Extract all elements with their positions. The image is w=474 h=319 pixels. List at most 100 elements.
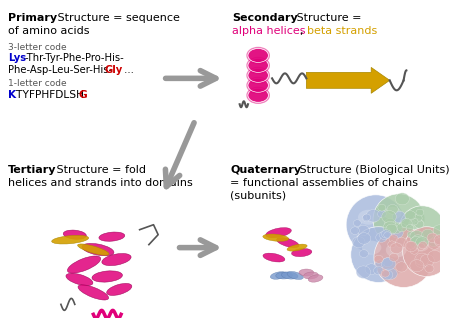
Text: ,: , [301, 26, 307, 36]
Ellipse shape [389, 235, 398, 242]
Ellipse shape [366, 210, 381, 222]
Ellipse shape [415, 253, 429, 265]
Text: Phe-Asp-Leu-Ser-His-: Phe-Asp-Leu-Ser-His- [8, 65, 112, 75]
Ellipse shape [362, 214, 371, 222]
Ellipse shape [401, 219, 412, 228]
Ellipse shape [406, 225, 414, 231]
Ellipse shape [263, 234, 289, 241]
Text: Gly: Gly [105, 65, 123, 75]
Ellipse shape [428, 239, 440, 249]
Ellipse shape [357, 233, 371, 244]
Ellipse shape [303, 272, 319, 279]
Ellipse shape [392, 211, 406, 223]
Ellipse shape [248, 68, 268, 82]
Ellipse shape [399, 206, 445, 254]
Ellipse shape [390, 243, 403, 254]
Ellipse shape [287, 244, 307, 251]
Text: Tertiary: Tertiary [8, 165, 56, 175]
Ellipse shape [282, 272, 298, 279]
Ellipse shape [378, 204, 386, 211]
Ellipse shape [387, 204, 398, 214]
Ellipse shape [359, 250, 368, 257]
Ellipse shape [248, 48, 268, 63]
Ellipse shape [395, 238, 408, 248]
Text: of amino acids: of amino acids [8, 26, 90, 36]
Ellipse shape [377, 210, 386, 218]
Ellipse shape [420, 254, 434, 266]
Ellipse shape [299, 269, 314, 276]
Ellipse shape [406, 241, 415, 249]
Ellipse shape [410, 218, 418, 225]
Ellipse shape [66, 273, 93, 286]
Ellipse shape [376, 233, 387, 242]
Text: Structure (Biological Units): Structure (Biological Units) [296, 165, 450, 175]
Ellipse shape [384, 219, 396, 228]
Ellipse shape [410, 236, 424, 249]
Text: helices and strands into domains: helices and strands into domains [8, 178, 193, 188]
Ellipse shape [419, 241, 427, 249]
Ellipse shape [390, 223, 402, 234]
Ellipse shape [396, 262, 408, 272]
Ellipse shape [408, 218, 424, 230]
Ellipse shape [383, 258, 393, 267]
Ellipse shape [435, 238, 444, 246]
Ellipse shape [52, 235, 89, 244]
Ellipse shape [78, 285, 109, 300]
Ellipse shape [346, 195, 405, 255]
Ellipse shape [388, 241, 396, 248]
Ellipse shape [373, 194, 425, 246]
Ellipse shape [107, 283, 132, 295]
Ellipse shape [382, 270, 393, 280]
Ellipse shape [433, 225, 446, 236]
Ellipse shape [276, 272, 292, 279]
Ellipse shape [248, 88, 268, 102]
Ellipse shape [374, 266, 383, 275]
Ellipse shape [384, 232, 391, 238]
Ellipse shape [392, 228, 403, 238]
Ellipse shape [382, 211, 396, 223]
Text: TYFPHFDLSH: TYFPHFDLSH [16, 90, 84, 100]
Text: 1-letter code: 1-letter code [8, 79, 67, 88]
Ellipse shape [386, 224, 397, 234]
Text: Quaternary: Quaternary [230, 165, 301, 175]
Ellipse shape [381, 258, 396, 270]
Ellipse shape [405, 211, 416, 220]
Text: Structure =: Structure = [293, 13, 362, 23]
Text: Secondary: Secondary [232, 13, 298, 23]
Ellipse shape [266, 228, 292, 238]
Ellipse shape [405, 241, 417, 252]
Ellipse shape [357, 225, 369, 235]
Text: G: G [79, 90, 88, 100]
Ellipse shape [365, 264, 378, 275]
Ellipse shape [415, 220, 424, 228]
Ellipse shape [354, 220, 361, 226]
Text: -Thr-Tyr-Phe-Pro-His-: -Thr-Tyr-Phe-Pro-His- [25, 54, 125, 63]
Ellipse shape [410, 231, 424, 242]
Ellipse shape [248, 58, 268, 72]
Ellipse shape [380, 231, 390, 240]
Ellipse shape [382, 230, 391, 238]
Ellipse shape [350, 227, 359, 234]
Ellipse shape [292, 249, 312, 257]
Ellipse shape [395, 193, 410, 205]
Ellipse shape [389, 253, 399, 262]
Ellipse shape [67, 256, 100, 273]
Ellipse shape [358, 210, 379, 225]
Ellipse shape [407, 231, 415, 238]
Ellipse shape [99, 232, 125, 241]
Ellipse shape [410, 247, 419, 254]
Text: Primary: Primary [8, 13, 57, 23]
Ellipse shape [362, 241, 382, 255]
Text: Structure = fold: Structure = fold [53, 165, 146, 175]
Ellipse shape [402, 227, 451, 277]
Ellipse shape [416, 209, 424, 216]
Ellipse shape [308, 275, 323, 282]
Ellipse shape [412, 239, 429, 252]
Ellipse shape [413, 214, 422, 222]
Text: 3-letter code: 3-letter code [8, 42, 67, 51]
Ellipse shape [374, 228, 433, 287]
Ellipse shape [410, 260, 424, 272]
Ellipse shape [248, 78, 268, 92]
Ellipse shape [427, 233, 438, 243]
Ellipse shape [425, 265, 434, 272]
